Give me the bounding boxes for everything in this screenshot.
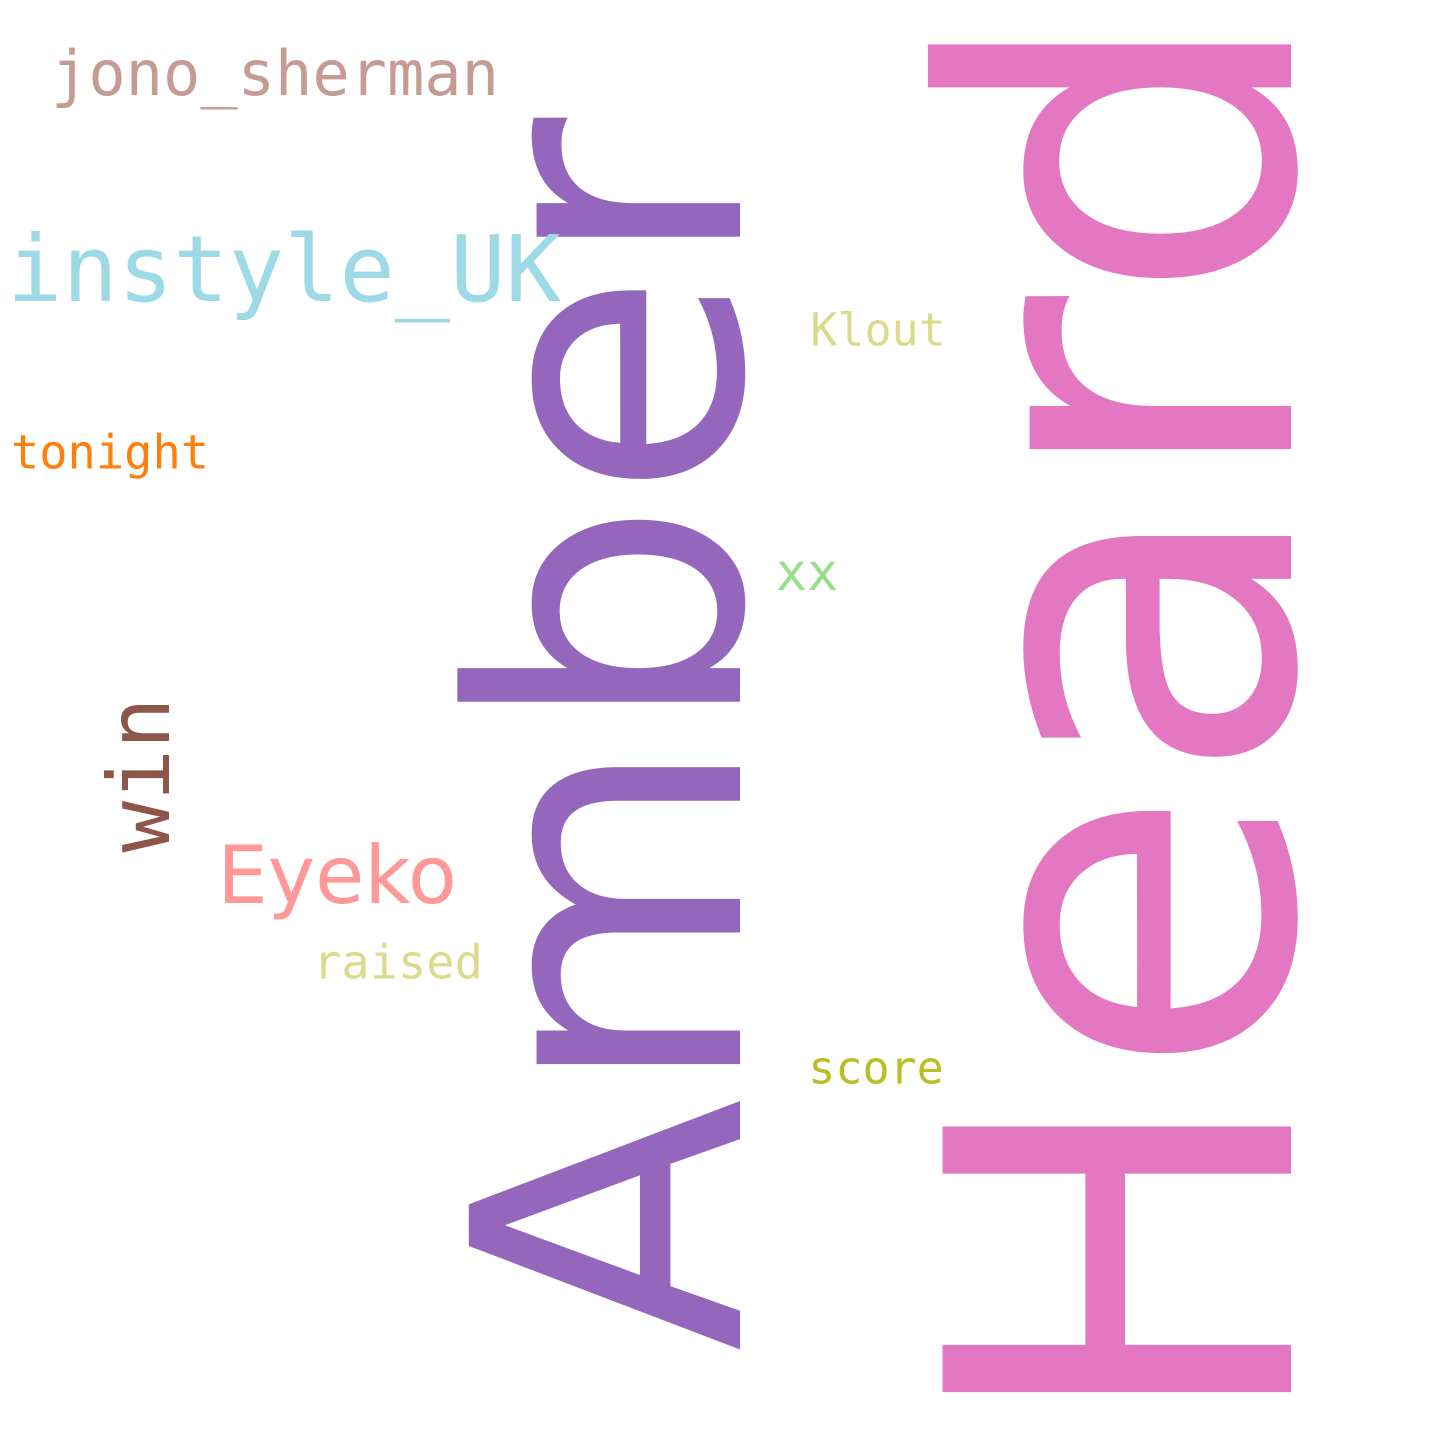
- word-jono-sherman: jono_sherman: [51, 37, 499, 110]
- word-win: win: [90, 697, 190, 853]
- word-instyle-uk: instyle_UK: [7, 216, 561, 323]
- word-xx: xx: [775, 543, 839, 603]
- word-tonight: tonight: [10, 425, 210, 481]
- word-raised: raised: [313, 935, 483, 991]
- word-klout: Klout: [810, 303, 946, 357]
- word-heard: Heard: [847, 1, 1404, 1439]
- word-eyeko: Eyeko: [217, 829, 457, 922]
- word-score: score: [808, 1041, 944, 1095]
